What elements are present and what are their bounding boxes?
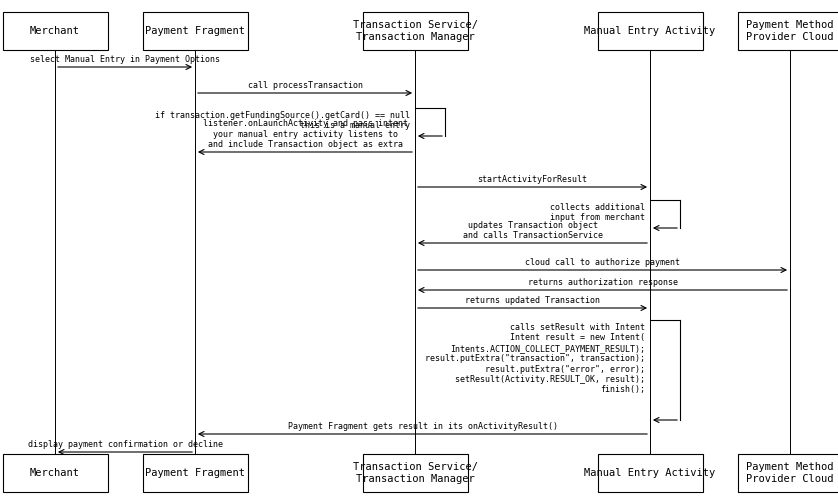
Bar [3, 454, 107, 492]
Bar [142, 12, 247, 50]
Text: select Manual Entry in Payment Options: select Manual Entry in Payment Options [30, 55, 220, 64]
Text: Merchant: Merchant [30, 468, 80, 478]
Text: Transaction Service/
Transaction Manager: Transaction Service/ Transaction Manager [353, 462, 478, 484]
Text: calls setResult with Intent
Intent result = new Intent(
Intents.ACTION_COLLECT_P: calls setResult with Intent Intent resul… [425, 323, 645, 395]
Bar [3, 12, 107, 50]
Bar [737, 454, 838, 492]
Bar [597, 454, 702, 492]
Text: listener.onLaunchActivity and pass intent
your manual entry activity listens to
: listener.onLaunchActivity and pass inten… [203, 119, 407, 149]
Bar [363, 454, 468, 492]
Bar [363, 12, 468, 50]
Bar [737, 12, 838, 50]
Text: startActivityForResult: startActivityForResult [478, 175, 587, 184]
Text: returns updated Transaction: returns updated Transaction [465, 296, 600, 305]
Text: cloud call to authorize payment: cloud call to authorize payment [525, 258, 680, 267]
Text: Payment Method
Provider Cloud: Payment Method Provider Cloud [747, 462, 834, 484]
Text: Payment Fragment: Payment Fragment [145, 26, 245, 36]
Text: returns authorization response: returns authorization response [527, 278, 677, 287]
Bar [597, 12, 702, 50]
Text: updates Transaction object
and calls TransactionService: updates Transaction object and calls Tra… [463, 221, 603, 240]
Bar [142, 454, 247, 492]
Text: Merchant: Merchant [30, 26, 80, 36]
Text: Payment Fragment gets result in its onActivityResult(): Payment Fragment gets result in its onAc… [287, 422, 557, 431]
Text: Payment Method
Provider Cloud: Payment Method Provider Cloud [747, 20, 834, 42]
Text: if transaction.getFundingSource().getCard() == null
       this is a manual entr: if transaction.getFundingSource().getCar… [155, 111, 410, 131]
Text: Payment Fragment: Payment Fragment [145, 468, 245, 478]
Text: Transaction Service/
Transaction Manager: Transaction Service/ Transaction Manager [353, 20, 478, 42]
Text: Manual Entry Activity: Manual Entry Activity [584, 468, 716, 478]
Text: call processTransaction: call processTransaction [247, 81, 363, 90]
Text: display payment confirmation or decline: display payment confirmation or decline [28, 440, 223, 449]
Text: Manual Entry Activity: Manual Entry Activity [584, 26, 716, 36]
Text: collects additional
input from merchant: collects additional input from merchant [550, 203, 645, 222]
